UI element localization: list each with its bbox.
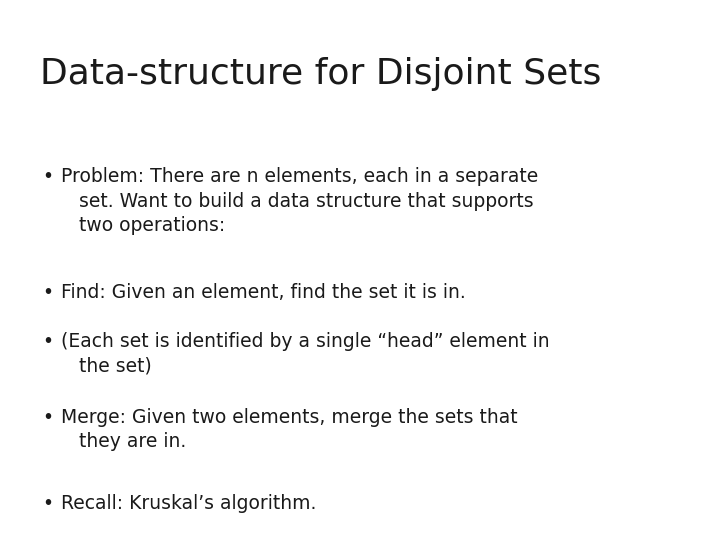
Text: •: • <box>42 167 53 186</box>
Text: (Each set is identified by a single “head” element in
   the set): (Each set is identified by a single “hea… <box>61 332 550 375</box>
Text: Recall: Kruskal’s algorithm.: Recall: Kruskal’s algorithm. <box>61 494 317 513</box>
Text: •: • <box>42 408 53 427</box>
Text: Find: Given an element, find the set it is in.: Find: Given an element, find the set it … <box>61 284 466 302</box>
Text: •: • <box>42 332 53 351</box>
Text: Merge: Given two elements, merge the sets that
   they are in.: Merge: Given two elements, merge the set… <box>61 408 518 451</box>
Text: •: • <box>42 494 53 513</box>
Text: •: • <box>42 284 53 302</box>
Text: Problem: There are n elements, each in a separate
   set. Want to build a data s: Problem: There are n elements, each in a… <box>61 167 539 235</box>
Text: Data-structure for Disjoint Sets: Data-structure for Disjoint Sets <box>40 57 601 91</box>
